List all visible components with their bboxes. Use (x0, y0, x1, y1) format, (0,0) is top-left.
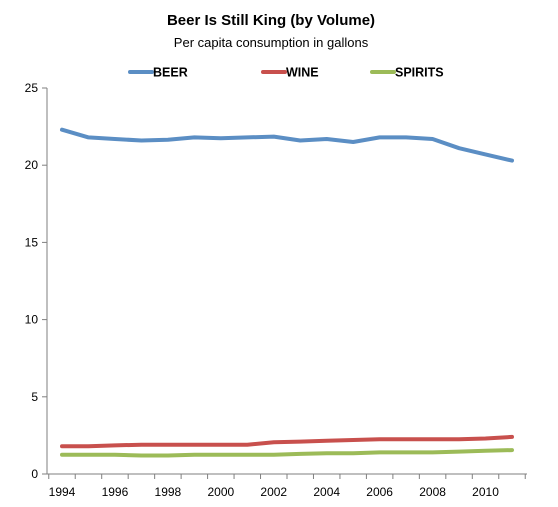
y-tick-label: 10 (25, 313, 39, 327)
x-tick-label: 1994 (49, 485, 76, 499)
legend-label-beer: BEER (153, 66, 188, 80)
chart-subtitle: Per capita consumption in gallons (174, 35, 369, 50)
axes: 0 5 10 15 20 25 1994 1996 1998 2000 2002 2004 2006 20… (25, 81, 527, 499)
y-tick-label: 0 (31, 467, 38, 481)
y-tick-label: 25 (25, 81, 39, 95)
y-tick-label: 20 (25, 158, 39, 172)
y-tick-label: 5 (31, 390, 38, 404)
series-line-beer (60, 127, 514, 163)
x-tick-label: 2004 (313, 485, 340, 499)
series-group (60, 127, 514, 458)
legend: BEER WINE SPIRITS (128, 66, 444, 80)
x-tick-label: 2008 (419, 485, 446, 499)
y-tick-label: 15 (25, 235, 39, 249)
x-tick-label: 2000 (207, 485, 234, 499)
x-tick-label: 2002 (260, 485, 287, 499)
chart-title: Beer Is Still King (by Volume) (167, 12, 375, 29)
x-tick-label: 1996 (102, 485, 129, 499)
legend-label-wine: WINE (286, 66, 319, 80)
series-line-spirits (60, 448, 514, 458)
x-tick-label: 2010 (472, 485, 499, 499)
x-tick-label: 1998 (155, 485, 182, 499)
legend-label-spirits: SPIRITS (395, 66, 444, 80)
x-tick-label: 2006 (366, 485, 393, 499)
series-line-wine (60, 434, 514, 449)
